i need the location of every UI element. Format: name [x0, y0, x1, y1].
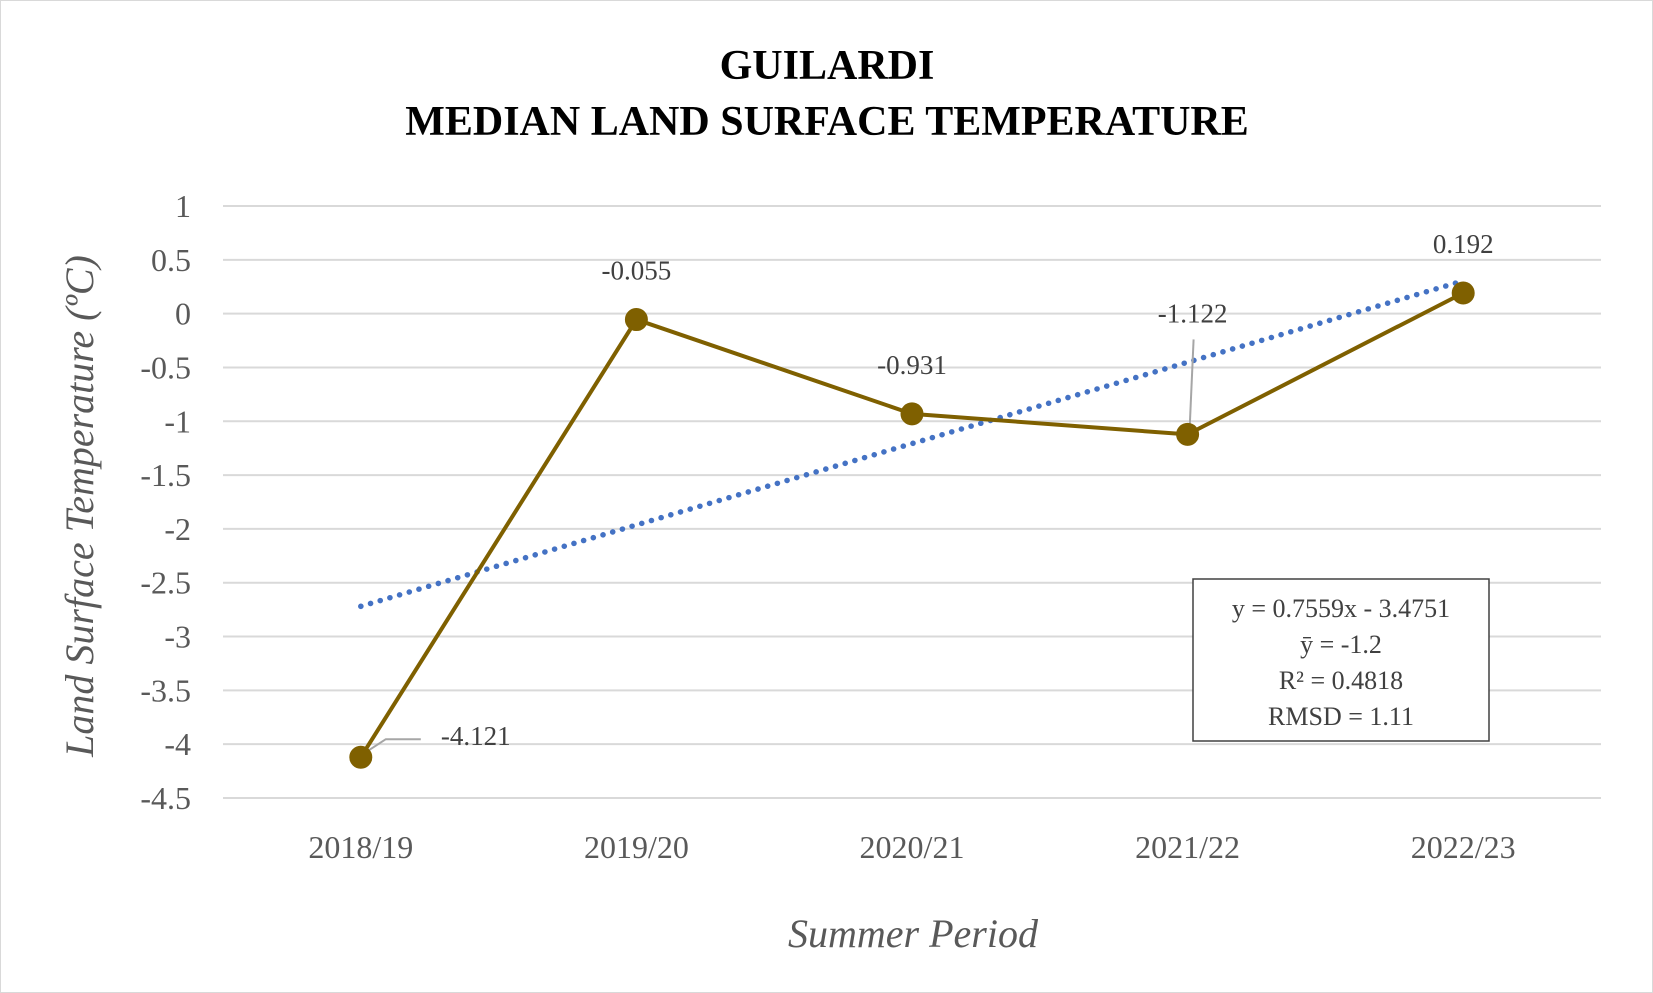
- chart-title-line-1: GUILARDI: [720, 43, 935, 89]
- y-tick-label: -1.5: [140, 457, 191, 493]
- chart-title-line-2: MEDIAN LAND SURFACE TEMPERATURE: [405, 99, 1249, 145]
- x-tick-label: 2019/20: [584, 829, 689, 865]
- data-label: -0.055: [602, 256, 672, 286]
- equation-box-border: [1192, 578, 1490, 742]
- x-tick-label: 2020/21: [860, 829, 965, 865]
- data-point: [1451, 281, 1475, 305]
- data-label: -0.931: [877, 350, 947, 380]
- leader-lines: [365, 339, 1195, 754]
- trend-r-squared: R² = 0.4818: [1279, 666, 1403, 695]
- y-tick-label: -2: [164, 511, 191, 547]
- x-tick-label: 2021/22: [1135, 829, 1240, 865]
- y-tick-label: 0: [175, 296, 191, 332]
- leader-line: [365, 738, 421, 754]
- leader-line: [1188, 339, 1195, 430]
- x-tick-label: 2022/23: [1411, 829, 1516, 865]
- x-axis-title: Summer Period: [788, 911, 1039, 956]
- y-tick-label: 1: [175, 188, 191, 224]
- y-axis-title: Land Surface Temperature (ºC): [57, 255, 102, 758]
- gridlines: [223, 205, 1601, 799]
- data-point: [349, 745, 373, 769]
- y-tick-label: -2.5: [140, 565, 191, 601]
- data-labels: -4.121 -0.055 -0.931 -1.122 0.192: [441, 229, 1494, 751]
- data-label: 0.192: [1433, 229, 1494, 259]
- trend-rmsd: RMSD = 1.11: [1268, 702, 1414, 731]
- data-point: [1176, 422, 1200, 446]
- trendline: [358, 278, 1466, 610]
- data-label: -4.121: [441, 721, 511, 751]
- y-tick-label: -3.5: [140, 672, 191, 708]
- trendline-layer: [358, 278, 1466, 610]
- data-point: [900, 402, 924, 426]
- y-tick-label: 0.5: [151, 242, 191, 278]
- series-layer: [349, 281, 1475, 769]
- trend-equation: y = 0.7559x - 3.4751: [1232, 594, 1450, 623]
- y-axis-ticks: -4.5 -4 -3.5 -3 -2.5 -2 -1.5 -1 -0.5 0 0.5 1: [140, 188, 191, 816]
- y-tick-label: -0.5: [140, 349, 191, 385]
- y-tick-label: -4.5: [140, 780, 191, 816]
- y-tick-label: -1: [164, 403, 191, 439]
- equation-box: y = 0.7559x - 3.4751 ȳ = -1.2 R² = 0.481…: [1192, 578, 1490, 742]
- data-point: [624, 308, 648, 332]
- y-tick-label: -3: [164, 619, 191, 655]
- trend-mean: ȳ = -1.2: [1300, 630, 1382, 659]
- data-label: -1.122: [1158, 298, 1228, 328]
- x-tick-label: 2018/19: [308, 829, 413, 865]
- x-axis-ticks: 2018/19 2019/20 2020/21 2021/22 2022/23: [308, 829, 1515, 865]
- y-tick-label: -4: [164, 726, 191, 762]
